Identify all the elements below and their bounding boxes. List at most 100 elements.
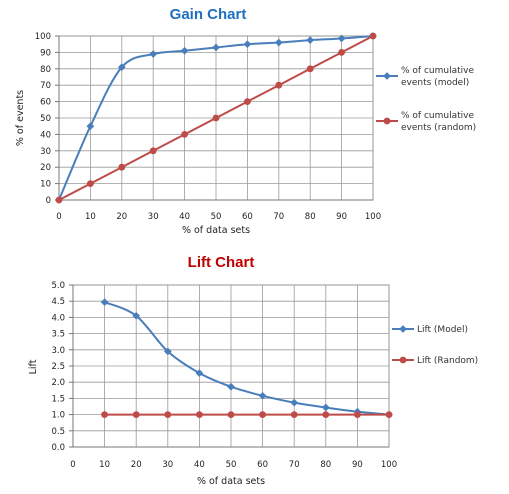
lift-x-tick-label: 10 [99, 460, 110, 470]
lift-data-point [132, 311, 141, 320]
gain-x-tick-label: 70 [273, 212, 284, 222]
gain-chart: Gain Chart 0 10 20 30 40 50 60 70 80 90 100 0 10 20 3… [15, 6, 476, 236]
gain-y-tick-label: 50 [40, 114, 51, 124]
lift-x-tick-label: 30 [162, 460, 173, 470]
gain-y-tick-label: 100 [35, 32, 51, 42]
gain-data-point [181, 131, 189, 138]
lift-y-tick-label: 0.5 [51, 427, 65, 437]
lift-x-tick-label: 100 [381, 460, 397, 470]
gain-y-axis-label: % of events [15, 90, 26, 146]
gain-data-point [274, 38, 283, 47]
lift-data-point [290, 411, 298, 418]
lift-data-point [259, 411, 266, 418]
gain-y-tick-label: 30 [40, 147, 51, 157]
gain-legend-label: events (model) [401, 78, 469, 88]
lift-x-tick-labels: 0 10 20 30 40 50 60 70 80 90 100 [70, 460, 397, 470]
gain-data-point [244, 98, 251, 105]
gain-legend-label: % of cumulative [401, 66, 474, 76]
gain-x-tick-label: 40 [179, 212, 190, 222]
lift-chart: Lift Chart 0 10 20 30 40 50 60 70 80 90 100 0.0 0.5… [28, 254, 478, 487]
lift-data-point [322, 411, 330, 418]
gain-horizontal-gridlines [55, 35, 373, 201]
gain-data-point [243, 40, 252, 49]
lift-x-tick-label: 90 [352, 460, 363, 470]
lift-y-tick-label: 2.5 [51, 362, 65, 372]
lift-data-point [196, 411, 203, 418]
gain-y-tick-label: 10 [40, 180, 51, 190]
lift-series-markers [100, 298, 393, 419]
lift-data-point [227, 382, 235, 391]
gain-data-point [337, 34, 346, 43]
lift-series-lines [103, 301, 390, 416]
gain-data-point [55, 196, 63, 204]
gain-data-point [180, 46, 189, 55]
lift-data-point [132, 411, 140, 418]
lift-y-tick-label: 2.0 [51, 378, 65, 388]
gain-legend-marker [383, 72, 391, 80]
lift-x-tick-label: 60 [257, 460, 268, 470]
lift-x-axis-label: % of data sets [197, 476, 265, 487]
lift-y-tick-label: 3.0 [51, 346, 65, 356]
gain-data-point [306, 65, 314, 73]
gain-y-tick-label: 40 [40, 130, 51, 140]
lift-x-tick-label: 40 [194, 460, 205, 470]
gain-x-tick-label: 60 [242, 212, 253, 222]
gain-x-tick-label: 10 [85, 212, 96, 222]
lift-data-point [163, 347, 172, 356]
lift-legend-marker [399, 325, 407, 333]
lift-legend: Lift (Model) Lift (Random) [392, 325, 478, 366]
lift-chart-title: Lift Chart [188, 254, 255, 271]
lift-data-point [290, 398, 299, 407]
gain-x-tick-label: 90 [336, 212, 347, 222]
gain-x-tick-label: 30 [148, 212, 159, 222]
lift-y-axis-label: Lift [28, 359, 39, 374]
lift-x-tick-label: 20 [131, 460, 142, 470]
lift-y-tick-label: 4.5 [51, 297, 65, 307]
lift-y-tick-label: 1.5 [51, 394, 65, 404]
lift-y-tick-labels: 0.0 0.5 1.0 1.5 2.0 2.5 3.0 3.5 4.0 4.5 5.0 [51, 281, 65, 453]
gain-data-point [275, 81, 283, 89]
gain-data-point [86, 122, 95, 131]
lift-legend-marker [399, 356, 407, 364]
gain-y-tick-labels: 0 10 20 30 40 50 60 70 80 90 100 [35, 32, 51, 206]
gain-series-markers [55, 32, 377, 204]
gain-data-point [212, 114, 220, 122]
gain-y-tick-label: 80 [40, 65, 51, 75]
gain-data-point [117, 63, 126, 72]
lift-x-tick-label: 80 [320, 460, 331, 470]
gain-x-tick-label: 100 [365, 212, 381, 222]
lift-legend-label: Lift (Random) [417, 356, 478, 366]
gain-data-point [212, 43, 220, 52]
gain-y-tick-label: 60 [40, 98, 51, 108]
gain-x-tick-label: 50 [211, 212, 222, 222]
lift-data-point [385, 411, 393, 418]
gain-data-point [369, 32, 377, 40]
gain-data-point [87, 180, 94, 188]
gain-data-point [149, 50, 158, 58]
gain-x-tick-label: 20 [116, 212, 127, 222]
lift-data-point [321, 403, 330, 412]
gain-legend-label: events (random) [401, 123, 476, 133]
lift-data-point [195, 369, 204, 378]
lift-y-tick-label: 0.0 [51, 443, 65, 453]
lift-data-point [164, 411, 172, 418]
gain-x-tick-label: 80 [305, 212, 316, 222]
lift-x-tick-label: 70 [289, 460, 300, 470]
gain-data-point [149, 147, 157, 155]
lift-y-tick-label: 4.0 [51, 313, 65, 323]
lift-data-point [354, 411, 361, 418]
gain-y-tick-label: 20 [40, 163, 51, 173]
gain-data-point [306, 36, 315, 45]
lift-data-point [101, 411, 108, 418]
gain-y-tick-label: 0 [46, 196, 51, 206]
lift-data-point [258, 391, 267, 400]
gain-data-point [118, 163, 126, 171]
lift-y-tick-label: 5.0 [51, 281, 65, 291]
gain-data-point [338, 49, 345, 56]
gain-x-axis-label: % of data sets [182, 225, 250, 236]
lift-data-point [227, 411, 235, 418]
lift-y-tick-label: 1.0 [51, 411, 65, 421]
gain-legend-marker [383, 117, 391, 125]
gain-chart-title: Gain Chart [170, 6, 247, 23]
